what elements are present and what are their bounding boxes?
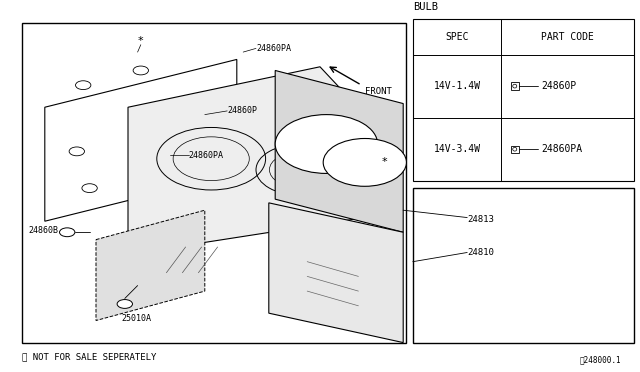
Text: 14V-3.4W: 14V-3.4W <box>433 144 481 154</box>
Text: BULB: BULB <box>413 1 438 12</box>
Text: PART CODE: PART CODE <box>541 32 594 42</box>
Text: 25010A: 25010A <box>122 314 152 323</box>
Text: 24860P: 24860P <box>227 106 257 115</box>
Bar <box>413 19 634 181</box>
Circle shape <box>323 138 406 186</box>
Text: 24813: 24813 <box>467 215 494 224</box>
Text: SPEC: SPEC <box>445 32 468 42</box>
Circle shape <box>60 228 75 237</box>
Bar <box>413 188 634 343</box>
Text: 14V-1.4W: 14V-1.4W <box>433 81 481 91</box>
Polygon shape <box>96 210 205 321</box>
Circle shape <box>117 299 132 308</box>
Bar <box>511 145 519 153</box>
Text: 24860PA: 24860PA <box>256 44 291 53</box>
Text: ※ NOT FOR SALE SEPERATELY: ※ NOT FOR SALE SEPERATELY <box>22 353 157 362</box>
Polygon shape <box>128 67 365 254</box>
Text: *: * <box>381 157 387 167</box>
Circle shape <box>275 115 378 173</box>
Text: 24860PA: 24860PA <box>541 144 582 154</box>
Text: 24860PA: 24860PA <box>189 151 224 160</box>
Bar <box>511 83 519 90</box>
Text: 24860B: 24860B <box>29 226 59 235</box>
Text: *: * <box>138 36 143 46</box>
Text: FRONT: FRONT <box>365 87 392 96</box>
Polygon shape <box>275 70 403 232</box>
Text: 24810: 24810 <box>467 248 494 257</box>
Text: ※248000.1: ※248000.1 <box>579 356 621 365</box>
Text: 24860P: 24860P <box>541 81 577 91</box>
Polygon shape <box>269 203 403 343</box>
Bar <box>22 23 406 343</box>
